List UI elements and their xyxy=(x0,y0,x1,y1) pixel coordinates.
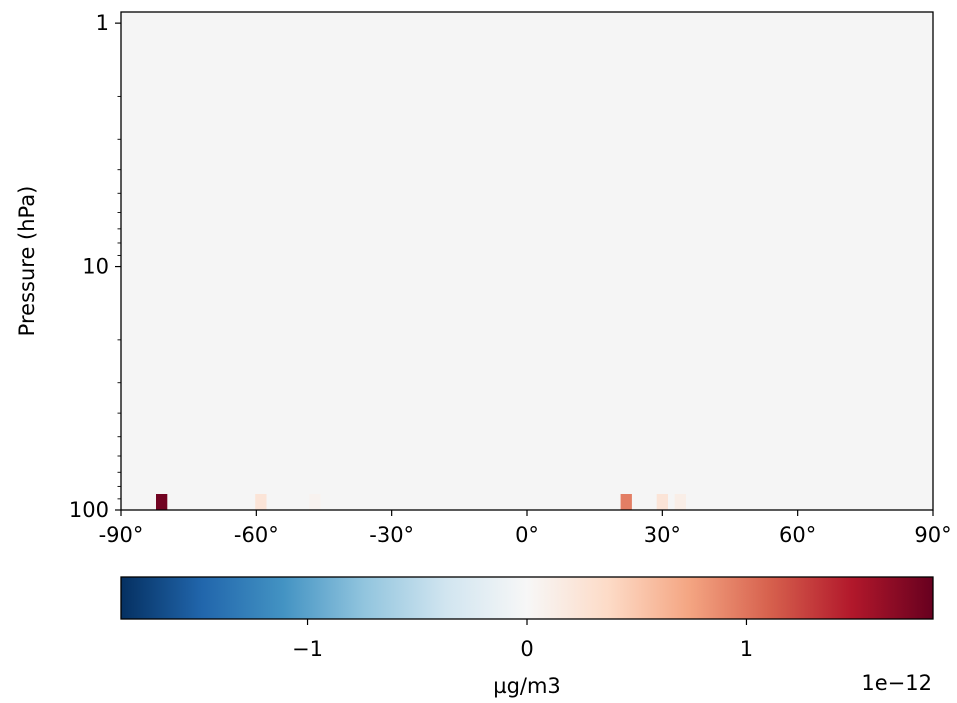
x-tick-label: -60° xyxy=(234,523,279,547)
colorbar-tick-label: −1 xyxy=(292,637,323,661)
axis-ticks: -90° -60° -30° 0° 30° 60° 90° 1 10 100 xyxy=(69,11,952,547)
colorbar-tick-label: 1 xyxy=(740,637,753,661)
y-tick-label: 100 xyxy=(69,498,109,522)
heatmap-cell xyxy=(674,494,686,510)
heatmap-cell xyxy=(255,494,267,510)
x-tick-label: -90° xyxy=(99,523,144,547)
y-axis-label: Pressure (hPa) xyxy=(15,186,39,337)
x-tick-label: 30° xyxy=(644,523,681,547)
colorbar-label: µg/m3 xyxy=(493,674,561,698)
colorbar-tick-label: 0 xyxy=(520,637,533,661)
colorbar-scale-label: 1e−12 xyxy=(861,671,932,695)
x-tick-label: 90° xyxy=(914,523,951,547)
heatmap-cell xyxy=(156,494,168,510)
heatmap-cell xyxy=(656,494,668,510)
heatmap-cells xyxy=(156,494,686,510)
heatmap-cell xyxy=(620,494,632,510)
x-tick-label: 60° xyxy=(779,523,816,547)
x-tick-label: -30° xyxy=(369,523,414,547)
y-tick-label: 1 xyxy=(96,11,109,35)
colorbar xyxy=(120,576,934,620)
heatmap-cell xyxy=(309,494,321,510)
plot-background xyxy=(121,12,933,510)
colorbar-ticks: −1 0 1 xyxy=(292,619,753,661)
x-tick-label: 0° xyxy=(515,523,539,547)
y-tick-label: 10 xyxy=(82,255,109,279)
